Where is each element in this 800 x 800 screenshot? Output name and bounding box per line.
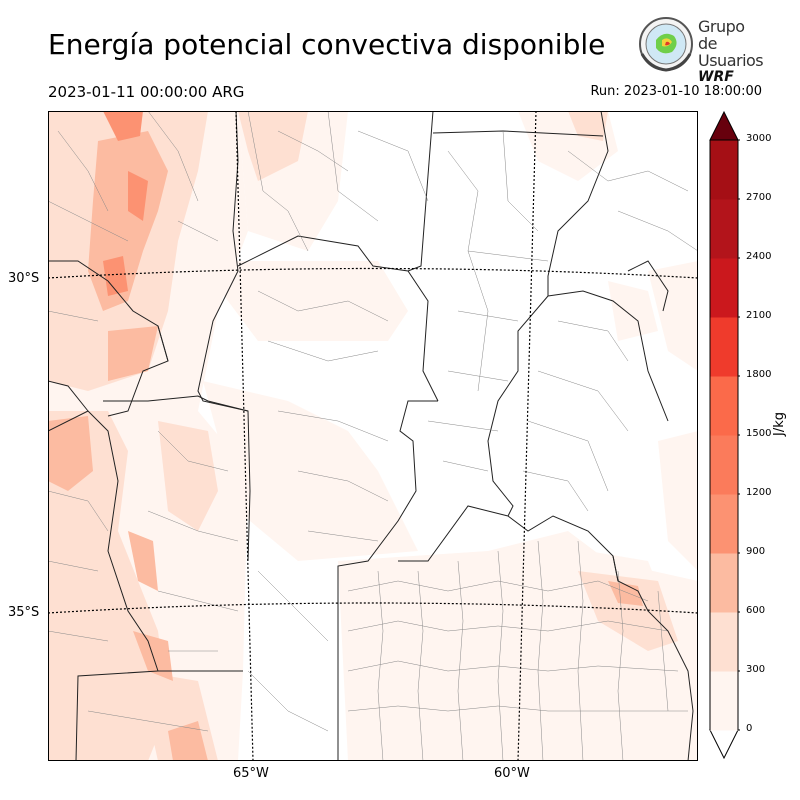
coastline: [612, 555, 694, 761]
colorbar-tick-label: 600: [746, 605, 766, 616]
colorbar-segment: [710, 435, 738, 495]
colorbar-units: J/kg: [772, 412, 787, 436]
colorbar-segment: [710, 258, 738, 318]
colorbar-tick-label: 2400: [746, 251, 772, 262]
colorbar-tick-label: 2100: [746, 310, 772, 321]
cape-shading: [48, 111, 698, 761]
colorbar-extend-low: [709, 729, 739, 760]
colorbar-tick-label: 1200: [746, 487, 772, 498]
colorbar-tick-label: 2700: [746, 192, 772, 203]
colorbar: [709, 110, 740, 760]
page-title: Energía potencial convectiva disponible: [48, 28, 606, 61]
colorbar-extend-high: [709, 110, 739, 141]
colorbar-segment: [710, 317, 738, 377]
lat-label-35s: 35°S: [8, 605, 40, 620]
lon-label-60w: 60°W: [494, 766, 530, 781]
lon-label-65w: 65°W: [233, 766, 269, 781]
logo: Grupo de Usuarios WRF: [636, 14, 766, 85]
colorbar-tick-label: 900: [746, 546, 766, 557]
colorbar-tick-label: 300: [746, 664, 766, 675]
lat-label-30s: 30°S: [8, 271, 40, 286]
logo-text-line3: WRF: [698, 69, 734, 85]
colorbar-segment: [710, 671, 738, 731]
colorbar-segment: [710, 140, 738, 200]
gridlines: [48, 111, 698, 761]
logo-text-line2: Usuarios: [698, 51, 764, 70]
colorbar-tick-label: 0: [746, 723, 753, 734]
run-time: Run: 2023-01-10 18:00:00: [590, 84, 762, 99]
valid-time: 2023-01-11 00:00:00 ARG: [48, 83, 245, 101]
colorbar-tick-label: 3000: [746, 133, 772, 144]
globe-emblem-icon: [639, 17, 693, 72]
map-panel: [48, 111, 698, 761]
colorbar-segment: [710, 494, 738, 554]
logo-text-line1: Grupo de: [698, 17, 745, 53]
colorbar-tick-label: 1800: [746, 369, 772, 380]
province-boundaries: [48, 111, 669, 761]
colorbar-segment: [710, 612, 738, 672]
department-boundaries: [48, 111, 698, 761]
colorbar-segment: [710, 376, 738, 436]
colorbar-tick-label: 1500: [746, 428, 772, 439]
colorbar-segment: [710, 553, 738, 613]
colorbar-segment: [710, 199, 738, 259]
